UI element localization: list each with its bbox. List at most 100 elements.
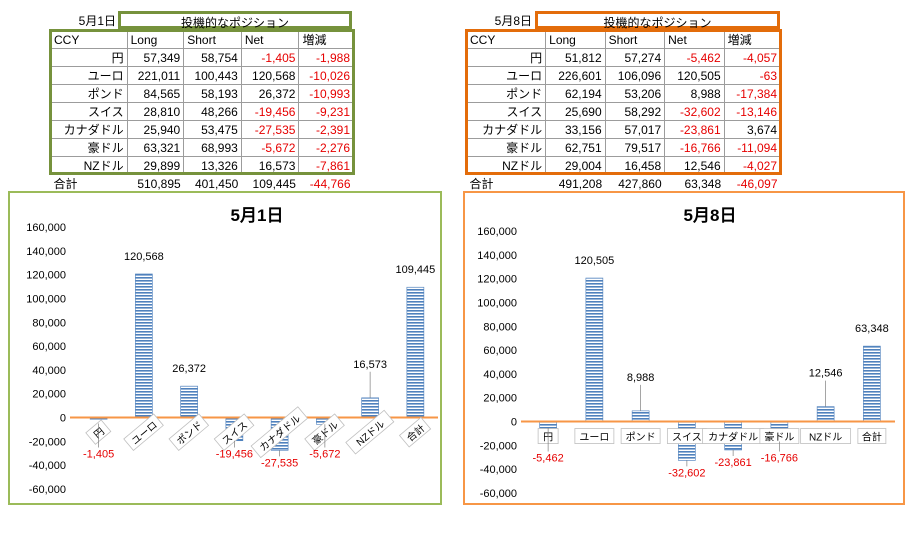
y-tick-label: -20,000 — [480, 440, 517, 452]
short-cell: 68,993 — [183, 138, 242, 157]
net-bar-chart: 5月1日 160,000 140,000 120,000 100,000 80,000 60… — [26, 206, 438, 496]
y-tick-label: -20,000 — [29, 436, 66, 448]
data-label: -23,861 — [714, 457, 751, 469]
short-cell: 57,274 — [604, 48, 666, 67]
y-tick-label: 140,000 — [477, 250, 517, 262]
long-cell: 84,565 — [126, 84, 185, 103]
data-label: 16,573 — [353, 359, 387, 371]
data-label: -19,456 — [216, 449, 253, 461]
data-label: 26,372 — [172, 363, 206, 375]
category-label: スイス — [666, 428, 707, 444]
change-cell: -1,988 — [298, 48, 354, 67]
net-cell: -27,535 — [240, 120, 300, 139]
category-label: ポンド — [620, 428, 661, 444]
category-label-box — [800, 428, 852, 444]
bar — [361, 397, 379, 418]
table-title: 投機的なポジション — [118, 11, 352, 30]
net-cell: -19,456 — [240, 102, 300, 121]
long-cell: 29,004 — [545, 156, 606, 175]
short-cell: 58,193 — [183, 84, 242, 103]
category-label: NZドル — [800, 428, 852, 444]
table-row: スイス 28,810 48,266 -19,456 -9,231 — [50, 102, 354, 121]
header-change: 増減 — [723, 30, 782, 49]
header-short: Short — [604, 30, 666, 49]
bar — [631, 410, 650, 422]
long-cell: 57,349 — [126, 48, 185, 67]
short-cell: 13,326 — [183, 156, 242, 175]
total-change: -44,766 — [309, 176, 351, 191]
net-cell: -16,766 — [664, 138, 725, 157]
short-cell: 53,206 — [604, 84, 666, 103]
short-cell: 53,475 — [183, 120, 242, 139]
data-label: -5,672 — [309, 449, 340, 461]
table-title: 投機的なポジション — [535, 11, 780, 30]
data-label: 63,348 — [855, 323, 889, 335]
total-row: 合計 510,895 401,450 109,445 -44,766 — [51, 175, 354, 193]
net-cell: 16,573 — [240, 156, 300, 175]
chart-title: 5月8日 — [684, 206, 737, 225]
table-header-row: CCY Long Short Net 増減 — [465, 30, 782, 49]
header-long: Long — [545, 30, 606, 49]
header-long: Long — [126, 30, 185, 49]
y-tick-label: 20,000 — [32, 389, 66, 401]
category-label: 合計 — [398, 416, 432, 448]
long-cell: 221,011 — [126, 66, 185, 85]
long-cell: 33,156 — [545, 120, 606, 139]
ccy-cell: ポンド — [50, 84, 128, 103]
category-label: 合計 — [857, 428, 887, 444]
category-label-text: 合計 — [862, 431, 882, 444]
y-tick-label: 160,000 — [26, 222, 66, 234]
y-tick-label: 20,000 — [483, 393, 517, 405]
category-label-box — [168, 413, 210, 452]
table-row: スイス 25,690 58,292 -32,602 -13,146 — [465, 102, 782, 121]
net-cell: 12,546 — [664, 156, 725, 175]
chart-box: 5月1日 160,000 140,000 120,000 100,000 80,000 60… — [8, 191, 442, 505]
y-tick-label: 0 — [511, 417, 517, 429]
total-label: 合計 — [53, 177, 78, 191]
change-cell: -10,026 — [298, 66, 354, 85]
category-label-box — [857, 428, 887, 444]
category-label-text: NZドル — [809, 433, 842, 444]
data-label: -27,535 — [261, 457, 298, 469]
header-ccy: CCY — [465, 30, 547, 49]
ccy-cell: ユーロ — [465, 66, 547, 85]
category-label-text: 豪ドル — [764, 431, 794, 444]
change-cell: -17,384 — [723, 84, 782, 103]
data-label: -1,405 — [83, 449, 114, 461]
net-cell: -32,602 — [664, 102, 725, 121]
data-label: 109,445 — [395, 264, 435, 276]
data-label: 12,546 — [809, 368, 843, 380]
change-cell: -63 — [723, 66, 782, 85]
y-tick-label: 100,000 — [26, 293, 66, 305]
total-short: 401,450 — [194, 176, 239, 191]
table-row: 豪ドル 62,751 79,517 -16,766 -11,094 — [465, 138, 782, 157]
ccy-cell: NZドル — [465, 156, 547, 175]
category-label-box — [345, 409, 395, 455]
long-cell: 62,194 — [545, 84, 606, 103]
bar — [585, 277, 604, 422]
category-label-text: カナダドル — [708, 431, 758, 444]
data-label: 8,988 — [627, 372, 655, 384]
ccy-cell: カナダドル — [465, 120, 547, 139]
change-cell: -11,094 — [723, 138, 782, 157]
data-label: -32,602 — [668, 467, 705, 479]
total-short: 427,860 — [618, 176, 662, 191]
total-row: 合計 491,208 427,860 63,348 -46,097 — [467, 175, 781, 193]
change-cell: -13,146 — [723, 102, 782, 121]
data-label: -5,462 — [533, 453, 564, 465]
ccy-cell: NZドル — [50, 156, 128, 175]
data-label: 120,505 — [574, 255, 614, 267]
table-row: 円 51,812 57,274 -5,462 -4,057 — [465, 48, 782, 67]
category-label: 豪ドル — [759, 428, 800, 444]
long-cell: 29,899 — [126, 156, 185, 175]
y-tick-label: -60,000 — [29, 484, 66, 496]
date-label: 5月1日 — [78, 14, 116, 28]
y-tick-label: 60,000 — [483, 345, 517, 357]
chart-box: 5月8日 160,000 140,000 120,000 100,000 80,000 60… — [463, 191, 905, 505]
net-cell: -23,861 — [664, 120, 725, 139]
table-row: カナダドル 25,940 53,475 -27,535 -2,391 — [50, 120, 354, 139]
y-tick-label: 80,000 — [32, 317, 66, 329]
total-change: -46,097 — [736, 176, 778, 191]
long-cell: 28,810 — [126, 102, 185, 121]
category-label-box — [213, 413, 255, 452]
